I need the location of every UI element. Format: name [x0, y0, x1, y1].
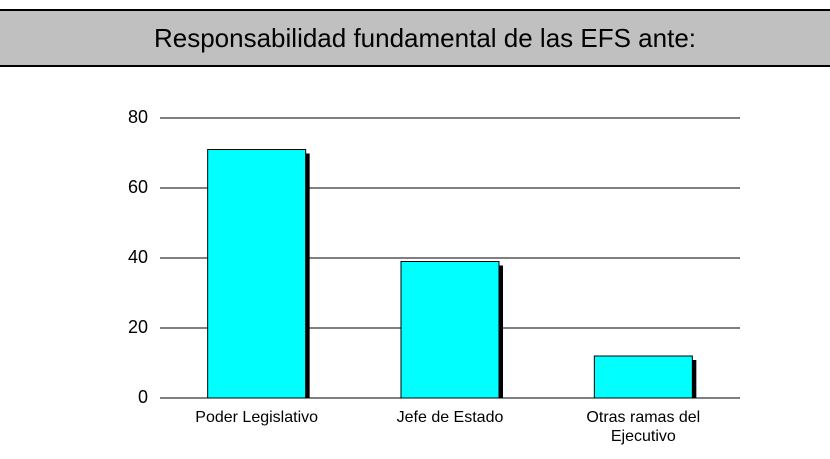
- y-tick-label: 60: [128, 177, 148, 197]
- y-tick-label: 40: [128, 247, 148, 267]
- y-tick-label: 80: [128, 107, 148, 127]
- y-tick-label: 0: [138, 387, 148, 407]
- bar: [593, 355, 693, 399]
- bar: [400, 261, 500, 399]
- x-tick-label: Jefe de Estado: [396, 409, 504, 426]
- y-tick-label: 20: [128, 317, 148, 337]
- bar: [207, 149, 307, 399]
- title-banner: [0, 10, 830, 66]
- chart-title: Responsabilidad fundamental de las EFS a…: [154, 23, 696, 53]
- x-tick-label: Otras ramas del Ejecutivo: [586, 409, 701, 445]
- x-tick-label: Poder Legislativo: [195, 409, 319, 426]
